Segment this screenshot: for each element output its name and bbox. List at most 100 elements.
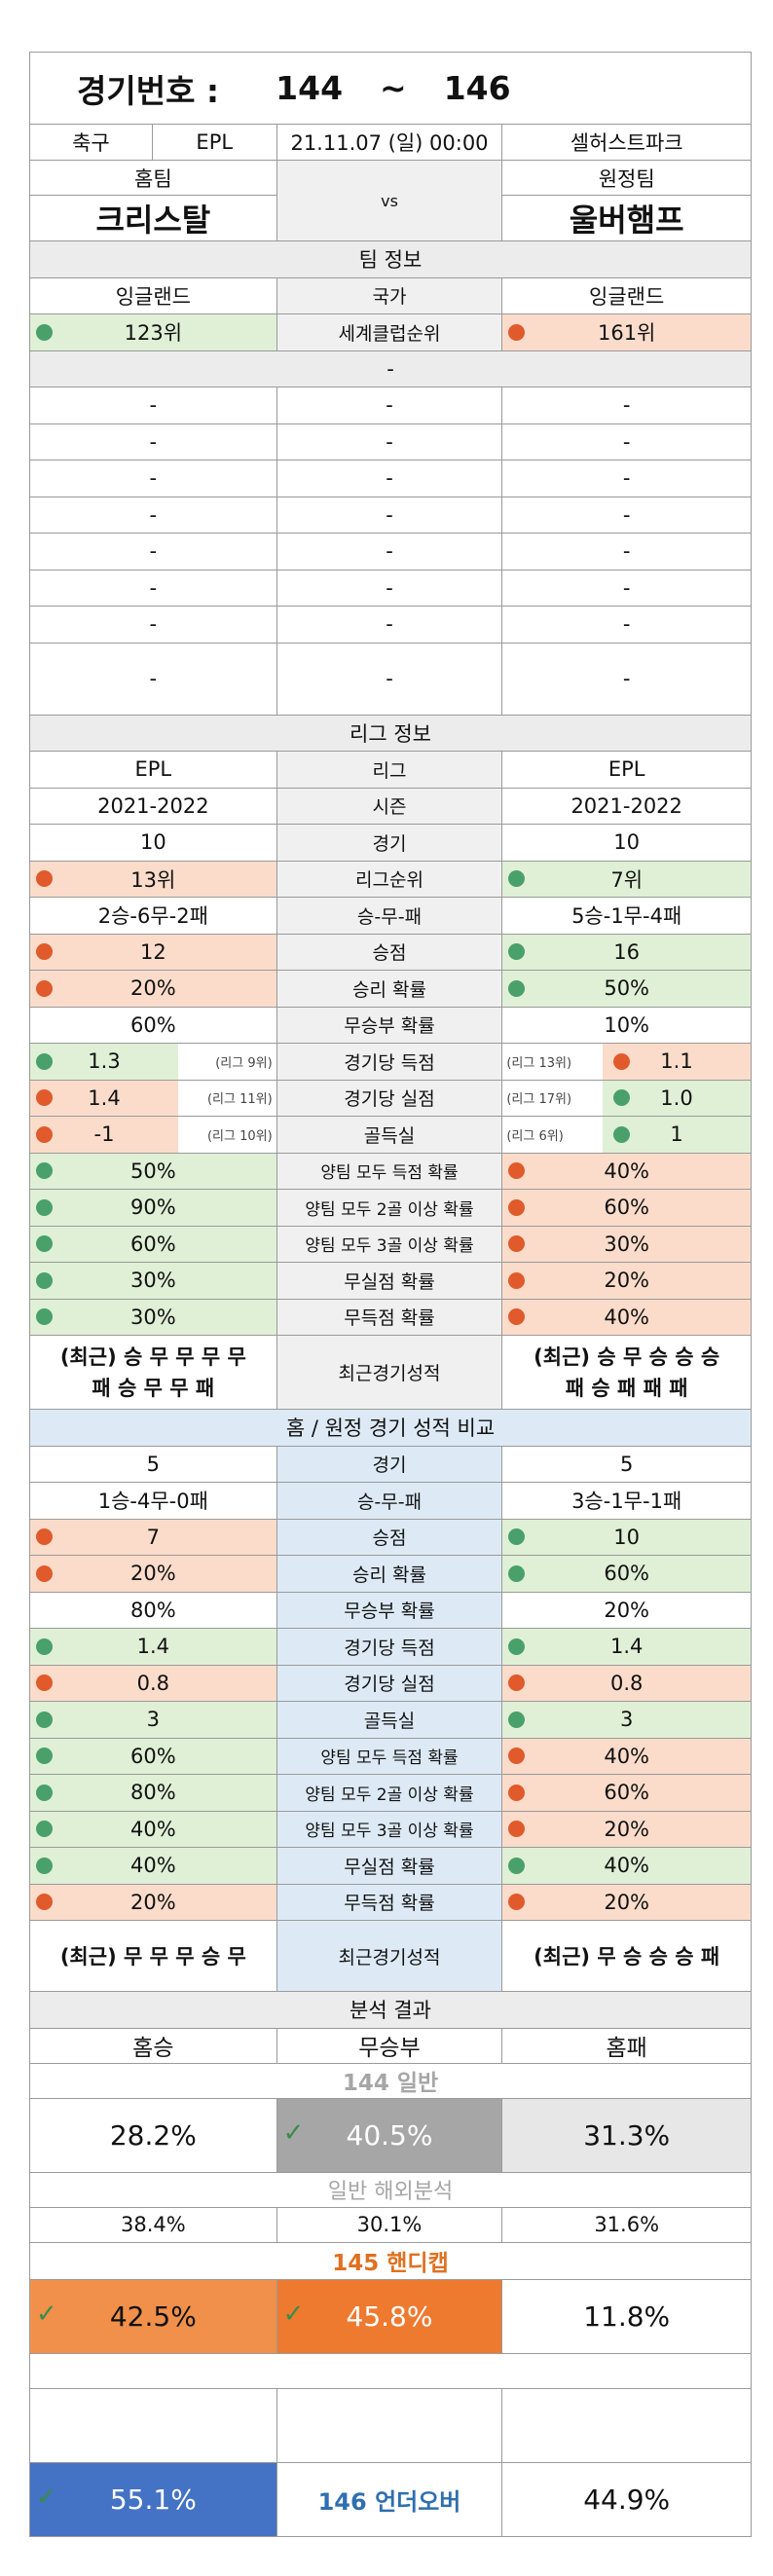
league_rows-label-value: 양팀 모두 3골 이상 확률	[305, 1236, 474, 1257]
league_rows-away-value: 1	[670, 1122, 683, 1147]
green-dot-icon	[508, 979, 526, 997]
league_rows-label-value: 리그	[372, 759, 407, 782]
away-team-name: 울버햄프	[502, 196, 752, 241]
table-row: 12 승점 16	[30, 934, 752, 971]
table-row: 잉글랜드 국가 잉글랜드	[30, 277, 752, 314]
orange-dot-icon	[508, 1235, 526, 1253]
league_rows-label-value: 무승부 확률	[344, 1015, 435, 1038]
league_rows-away: 1.1 (리그 13위)	[502, 1044, 752, 1081]
league_rows-label: 승-무-패	[276, 898, 503, 935]
league_rows-home-value: 50%	[129, 1159, 176, 1183]
league_rows-label: 경기	[276, 825, 503, 862]
check-icon: ✓	[282, 2118, 305, 2148]
dash-cell: -	[276, 387, 503, 424]
orange-dot-icon	[36, 1125, 53, 1143]
dash-cell: -	[30, 497, 277, 534]
league_rows-away-value: 40%	[604, 1159, 650, 1183]
value-highlight: 1.3	[30, 1044, 178, 1080]
analysis-col-home-loss: 홈패	[502, 2028, 752, 2064]
comp_rows-label: 무승부 확률	[276, 1592, 503, 1629]
analysis-col-home-win: 홈승	[30, 2028, 277, 2064]
sport: 축구	[30, 125, 153, 161]
away-rank-note: (리그 13위)	[506, 1055, 572, 1071]
green-dot-icon	[36, 1271, 53, 1289]
analysis-title: 분석 결과	[30, 1992, 752, 2029]
home-rank-note: (리그 10위)	[206, 1128, 273, 1144]
overseas-home-win: 38.4%	[30, 2207, 277, 2243]
league_rows-label: 양팀 모두 2골 이상 확률	[276, 1190, 503, 1227]
table-row: -1 (리그 10위) 골득실 1 (리그 6위)	[30, 1117, 752, 1154]
dash-cell: -	[276, 643, 503, 716]
comp_rows-home-value: 80%	[129, 1598, 176, 1622]
green-dot-icon	[508, 1857, 526, 1874]
dash-cell: -	[502, 460, 752, 497]
league_rows-home-value: 1.3	[88, 1049, 121, 1074]
comp_rows-away: 40%	[502, 1738, 752, 1775]
league_rows-home: 20%	[30, 971, 277, 1008]
league_rows-home: 13위	[30, 861, 277, 898]
league_rows-home: EPL	[30, 752, 277, 789]
comp_rows-label-value: 양팀 모두 3골 이상 확률	[305, 1822, 474, 1842]
table-row: 2승-6무-2패 승-무-패 5승-1무-4패	[30, 898, 752, 935]
league_rows-home-value: EPL	[134, 757, 172, 782]
league_rows-home-value: 90%	[129, 1196, 176, 1220]
table-row: 1.4 경기당 득점 1.4	[30, 1629, 752, 1666]
league-recent-away: (최근) 승 무 승 승 승 패 승 패 패 패	[502, 1336, 752, 1410]
empty-cell	[502, 2388, 752, 2463]
orange-dot-icon	[508, 1162, 526, 1180]
green-dot-icon	[36, 1235, 53, 1253]
overseas-home-loss: 31.6%	[502, 2207, 752, 2243]
team_info-label: 국가	[276, 277, 503, 314]
league_rows-away-value: 10	[613, 830, 641, 855]
orange-dot-icon	[36, 1528, 53, 1546]
league_rows-label-value: 무실점 확률	[344, 1270, 435, 1293]
comp_rows-home-value: 20%	[129, 1562, 176, 1586]
table-row: 90% 양팀 모두 2골 이상 확률 60%	[30, 1190, 752, 1227]
comp_rows-home-value: 40%	[129, 1817, 176, 1841]
league_rows-away-value: 2021-2022	[571, 793, 682, 818]
league_rows-home-value: 60%	[129, 1232, 176, 1256]
match-number-tilde: ~	[380, 69, 407, 107]
dash-cell: -	[502, 534, 752, 570]
check-icon: ✓	[36, 2300, 57, 2329]
league_rows-label: 무실점 확률	[276, 1263, 503, 1300]
league-recent-away-line1: (최근) 승 무 승 승 승	[534, 1344, 720, 1369]
league_rows-away-value: 1.0	[660, 1086, 693, 1110]
green-dot-icon	[36, 1162, 53, 1180]
league_rows-away: 50%	[502, 971, 752, 1008]
table-row: 5 경기 5	[30, 1446, 752, 1483]
league_rows-home: 1.3 (리그 9위)	[30, 1044, 277, 1081]
under-over-over: 44.9%	[502, 2462, 752, 2537]
table-row: 0.8 경기당 실점 0.8	[30, 1665, 752, 1702]
comp_rows-away: 3	[502, 1702, 752, 1739]
league_rows-label-value: 리그순위	[355, 869, 423, 892]
table-row: 10 경기 10	[30, 825, 752, 862]
team_info-home: 잉글랜드	[30, 277, 277, 314]
league_rows-away: 40%	[502, 1153, 752, 1190]
table-row: 1승-4무-0패 승-무-패 3승-1무-1패	[30, 1483, 752, 1520]
league_rows-away: 20%	[502, 1263, 752, 1300]
value-highlight: 1.4	[30, 1080, 178, 1116]
comparison-title: 홈 / 원정 경기 성적 비교	[30, 1410, 752, 1447]
league_rows-away-value: 16	[613, 939, 641, 964]
league_rows-label-value: 경기	[372, 832, 407, 855]
league-recent-label: 최근경기성적	[276, 1336, 503, 1410]
table-row: 1.4 (리그 11위) 경기당 실점 1.0 (리그 17위)	[30, 1080, 752, 1117]
comp_rows-label-value: 경기당 득점	[344, 1637, 435, 1659]
handicap-draw-value: 45.8%	[346, 2300, 433, 2333]
comp_rows-home-value: 0.8	[136, 1671, 170, 1695]
league_rows-away-value: 7위	[610, 867, 644, 892]
team_info-away-value: 161위	[597, 321, 656, 346]
green-dot-icon	[36, 323, 53, 341]
comp_rows-home-value: 1.4	[136, 1635, 170, 1659]
league_rows-home: 50%	[30, 1153, 277, 1190]
league_rows-label-value: 경기당 실점	[344, 1088, 435, 1111]
green-dot-icon	[36, 1052, 53, 1070]
team_info-label-value: 국가	[372, 286, 407, 309]
comp_rows-away: 60%	[502, 1556, 752, 1593]
league_rows-label-value: 승점	[372, 942, 407, 965]
comp-recent-home: (최근) 무 무 무 승 무	[30, 1921, 277, 1992]
table-row: 80% 무승부 확률 20%	[30, 1592, 752, 1629]
table-row: 30% 무득점 확률 40%	[30, 1299, 752, 1336]
comp_rows-away-value: 10	[613, 1525, 641, 1549]
